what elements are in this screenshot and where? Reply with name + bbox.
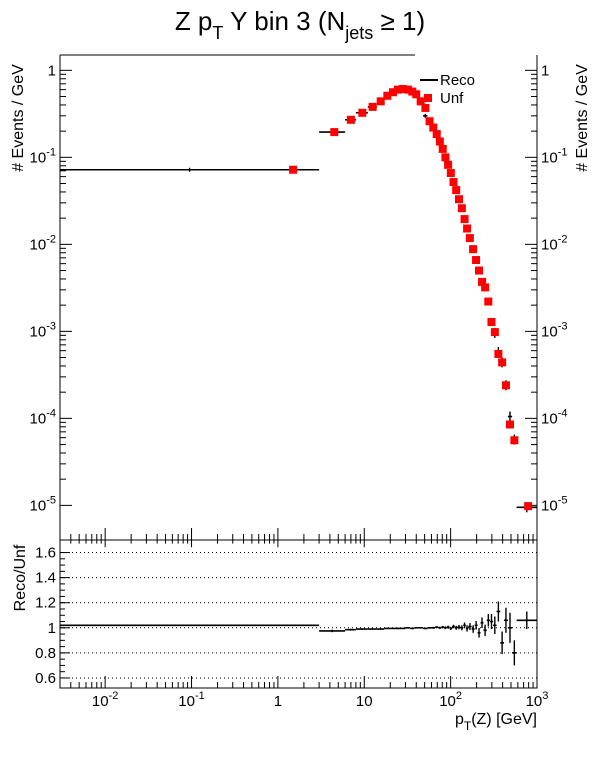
legend-reco-label: Reco xyxy=(440,72,475,89)
unf-point xyxy=(498,358,507,367)
unf-point xyxy=(412,90,421,99)
unf-point xyxy=(403,85,412,94)
x-tick-label: 10 xyxy=(356,693,373,710)
unf-point xyxy=(425,117,434,126)
chart-title: Z pT Y bin 3 (Njets ≥ 1) xyxy=(175,6,425,43)
unf-point xyxy=(438,144,447,153)
unf-point xyxy=(435,137,444,146)
ratio-y-tick-label: 1.6 xyxy=(35,545,56,562)
ratio-y-tick-label: 1 xyxy=(48,620,56,637)
unf-point xyxy=(446,169,455,178)
unf-point xyxy=(398,85,407,94)
unf-point xyxy=(478,277,487,286)
y-tick-label-left: 10-2 xyxy=(30,233,56,253)
y-tick-label-left: 10-5 xyxy=(30,494,56,514)
unf-point xyxy=(465,234,474,243)
y-tick-label-left: 10-4 xyxy=(30,407,56,427)
x-tick-label: 10-1 xyxy=(178,690,204,710)
y-tick-label-right: 10-1 xyxy=(541,146,567,166)
legend-unf-label: Unf xyxy=(440,90,464,107)
main-plot-panel: 10-5 10-5 10-4 10-4 10-3 10-3 10-2 10-2 10-1 10-1… xyxy=(30,54,567,541)
x-axis-label: pT(Z) [GeV] xyxy=(455,711,537,733)
unf-point xyxy=(393,85,402,94)
x-tick-label: 1 xyxy=(274,693,282,710)
unf-point xyxy=(481,283,490,292)
unf-point xyxy=(506,420,515,429)
y-axis-label-left: # Events / GeV xyxy=(10,64,27,172)
unf-point xyxy=(524,502,533,511)
unf-point xyxy=(421,103,430,112)
y-tick-label-right: 10-5 xyxy=(541,494,567,514)
y-tick-label-right: 10-3 xyxy=(541,320,567,340)
unf-point xyxy=(441,153,450,162)
unf-point xyxy=(452,186,461,195)
unf-point xyxy=(487,318,496,327)
ratio-y-tick-label: 0.8 xyxy=(35,645,56,662)
y-tick-label-right: 1 xyxy=(541,62,549,79)
legend: Reco Unf xyxy=(420,72,475,107)
bottom-panel-frame xyxy=(59,539,538,689)
unf-point xyxy=(432,130,441,139)
ratio-y-axis-label: Reco/Unf xyxy=(12,544,29,611)
y-tick-label-left: 10-1 xyxy=(30,146,56,166)
ratio-y-tick-label: 1.2 xyxy=(35,595,56,612)
x-tick-label: 102 xyxy=(439,690,462,710)
unf-point xyxy=(376,97,385,106)
unf-point xyxy=(472,256,481,265)
unf-point xyxy=(289,165,298,174)
y-tick-label-left: 10-3 xyxy=(30,320,56,340)
unf-point xyxy=(346,115,355,124)
x-tick-label: 10-2 xyxy=(92,690,118,710)
unf-point xyxy=(388,88,397,97)
unf-point xyxy=(469,245,478,254)
unf-point xyxy=(460,215,469,224)
x-tick-label: 103 xyxy=(526,690,549,710)
unf-point xyxy=(490,328,499,337)
y-tick-label-left: 1 xyxy=(48,62,56,79)
unf-point xyxy=(416,97,425,106)
unf-point xyxy=(429,123,438,132)
unf-point xyxy=(330,128,339,137)
ratio-y-tick-label: 0.6 xyxy=(35,670,56,687)
unf-point xyxy=(510,436,519,445)
unf-point xyxy=(484,297,493,306)
unf-point xyxy=(383,91,392,100)
y-tick-label-right: 10-4 xyxy=(541,407,567,427)
unf-point xyxy=(368,102,377,111)
unf-point xyxy=(358,108,367,117)
unf-point xyxy=(449,178,458,187)
ratio-plot-panel: 10-2 10-1 1 10 102 103 0.6 0.8 1 1.2 1.4 1.6 xyxy=(35,539,549,710)
y-axis-label-right: # Events / GeV xyxy=(574,64,591,172)
unf-point xyxy=(457,204,466,213)
unf-point xyxy=(474,266,483,275)
unf-point xyxy=(444,160,453,169)
legend-unf-marker xyxy=(424,94,432,102)
y-tick-label-right: 10-2 xyxy=(541,233,567,253)
unf-point xyxy=(455,195,464,204)
unf-point xyxy=(463,224,472,233)
unf-point xyxy=(501,381,510,390)
unf-point xyxy=(494,349,503,358)
ratio-y-tick-label: 1.4 xyxy=(35,570,56,587)
